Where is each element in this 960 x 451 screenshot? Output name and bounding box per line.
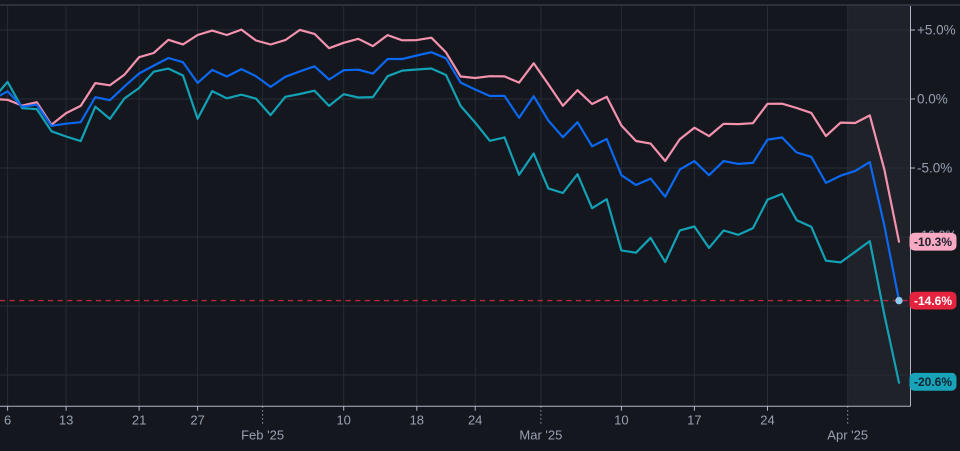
svg-text:18: 18: [410, 413, 424, 428]
svg-text:24: 24: [468, 413, 482, 428]
svg-text:-10.3%: -10.3%: [914, 235, 952, 249]
svg-text:27: 27: [190, 413, 204, 428]
svg-text:Mar '25: Mar '25: [519, 428, 562, 443]
svg-text:-20.6%: -20.6%: [914, 375, 952, 389]
svg-text:-14.6%: -14.6%: [914, 294, 952, 308]
svg-text:-5.0%: -5.0%: [917, 161, 952, 176]
svg-text:0.0%: 0.0%: [917, 92, 948, 107]
svg-text:21: 21: [132, 413, 146, 428]
svg-text:6: 6: [4, 413, 11, 428]
svg-text:Feb '25: Feb '25: [241, 428, 284, 443]
svg-text:24: 24: [760, 413, 774, 428]
svg-text:+5.0%: +5.0%: [917, 23, 956, 38]
svg-text:17: 17: [687, 413, 701, 428]
svg-text:13: 13: [59, 413, 73, 428]
svg-text:10: 10: [614, 413, 628, 428]
svg-text:Apr '25: Apr '25: [827, 428, 868, 443]
svg-text:10: 10: [336, 413, 350, 428]
